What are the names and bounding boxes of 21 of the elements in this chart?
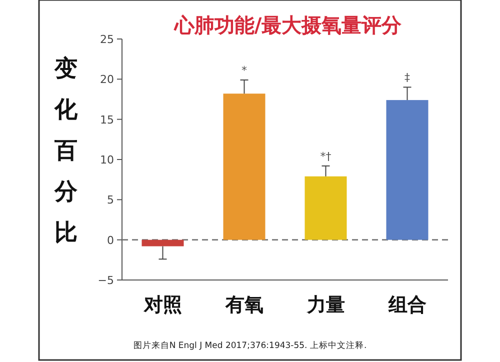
y-tick-label: −5 xyxy=(98,274,114,287)
chart-title: 心肺功能/最大摄氧量评分 xyxy=(173,13,403,37)
x-tick-label: 有氧 xyxy=(224,294,264,316)
y-tick-label: 15 xyxy=(100,113,114,126)
text: 图片来自N Engl J Med 2017;376:1943-55. 上标中文注释. xyxy=(133,340,367,351)
annotation: * xyxy=(242,64,248,77)
y-tick-label: 20 xyxy=(100,73,114,86)
y-axis-title: 变化百分比 xyxy=(54,55,78,246)
y-tick-label: 10 xyxy=(100,154,114,166)
x-tick-label: 力量 xyxy=(306,294,345,316)
bar xyxy=(142,240,184,246)
x-tick-label: 对照 xyxy=(142,294,182,316)
bar xyxy=(386,100,428,240)
y-tick-label: 25 xyxy=(100,33,114,46)
bar xyxy=(223,94,266,240)
bar xyxy=(304,176,347,240)
annotation: *† xyxy=(320,150,332,163)
x-tick-label: 组合 xyxy=(387,294,426,316)
y-tick-label: 0 xyxy=(107,234,114,247)
y-tick-label: 5 xyxy=(107,194,114,207)
annotation: ‡ xyxy=(404,71,410,84)
